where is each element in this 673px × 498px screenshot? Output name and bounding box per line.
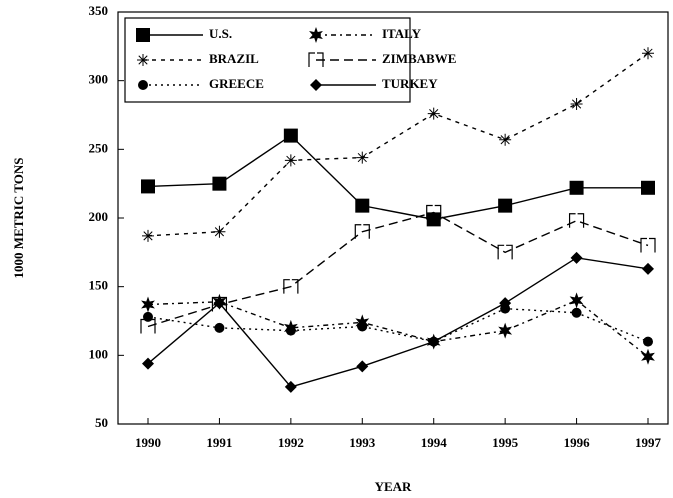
y-tick-label: 350: [89, 3, 109, 18]
x-tick-label: 1996: [564, 435, 591, 450]
y-tick-label: 300: [89, 72, 109, 87]
marker-circle: [571, 307, 582, 318]
marker-asterisk: [213, 225, 226, 238]
marker-square: [426, 212, 441, 227]
marker-square: [498, 198, 513, 213]
legend-label: U.S.: [209, 26, 232, 41]
marker-bracket: [354, 224, 370, 239]
marker-asterisk: [356, 151, 369, 164]
marker-star: [309, 27, 323, 43]
series-line: [147, 299, 649, 358]
marker-bracket: [283, 279, 299, 294]
marker-asterisk: [284, 154, 297, 167]
marker-bracket: [568, 213, 585, 228]
marker-square: [355, 198, 370, 213]
x-axis-label: YEAR: [375, 479, 412, 494]
x-tick-label: 1997: [635, 435, 662, 450]
x-tick-label: 1994: [421, 435, 448, 450]
marker-asterisk: [642, 47, 654, 60]
marker-diamond: [310, 79, 322, 91]
legend-label: TURKEY: [382, 76, 438, 91]
x-tick-label: 1993: [349, 435, 376, 450]
y-tick-label: 150: [89, 278, 109, 293]
marker-diamond: [570, 251, 583, 264]
marker-bracket: [308, 52, 324, 67]
marker-diamond: [284, 380, 297, 393]
legend-box: [124, 17, 411, 103]
marker-circle: [214, 322, 225, 333]
marker-diamond: [642, 262, 654, 275]
marker-asterisk: [499, 133, 512, 146]
marker-circle: [357, 321, 368, 332]
marker-square: [141, 179, 155, 194]
marker-circle: [643, 336, 653, 347]
marker-diamond: [356, 360, 369, 373]
marker-diamond: [427, 335, 440, 348]
y-axis-label: 1000 METRIC TONS: [11, 158, 26, 279]
series-line: [147, 52, 649, 237]
legend-label: ITALY: [382, 26, 422, 41]
marker-diamond: [499, 297, 512, 310]
marker-bracket: [211, 296, 228, 312]
legend-label: ZIMBABWE: [382, 51, 456, 66]
legend-label: GREECE: [209, 76, 264, 91]
x-tick-label: 1992: [278, 435, 304, 450]
marker-asterisk: [142, 229, 154, 242]
series-line: [147, 211, 649, 328]
marker-bracket: [497, 244, 513, 260]
x-tick-label: 1991: [206, 435, 232, 450]
marker-asterisk: [427, 107, 440, 120]
marker-square: [569, 180, 584, 195]
marker-square: [283, 128, 298, 143]
series-line: [147, 307, 649, 343]
marker-asterisk: [137, 54, 149, 66]
marker-square: [212, 176, 227, 191]
x-tick-label: 1990: [135, 435, 161, 450]
y-tick-label: 250: [89, 140, 109, 155]
marker-square: [641, 180, 655, 195]
marker-star: [569, 292, 584, 309]
marker-star: [641, 348, 655, 365]
marker-circle: [285, 325, 296, 336]
marker-star: [498, 322, 513, 339]
y-tick-label: 200: [89, 209, 109, 224]
marker-asterisk: [570, 98, 583, 111]
marker-star: [141, 296, 155, 313]
legend-label: BRAZIL: [209, 51, 259, 66]
x-tick-label: 1995: [492, 435, 519, 450]
marker-bracket: [640, 237, 656, 253]
marker-bracket: [426, 204, 442, 220]
y-tick-label: 50: [95, 415, 108, 430]
marker-square: [136, 28, 150, 42]
series-line: [147, 134, 648, 221]
marker-circle: [143, 311, 153, 322]
marker-diamond: [142, 357, 154, 370]
marker-diamond: [213, 297, 226, 310]
marker-circle: [138, 80, 148, 90]
y-tick-label: 100: [89, 346, 109, 361]
series-line: [147, 257, 649, 388]
